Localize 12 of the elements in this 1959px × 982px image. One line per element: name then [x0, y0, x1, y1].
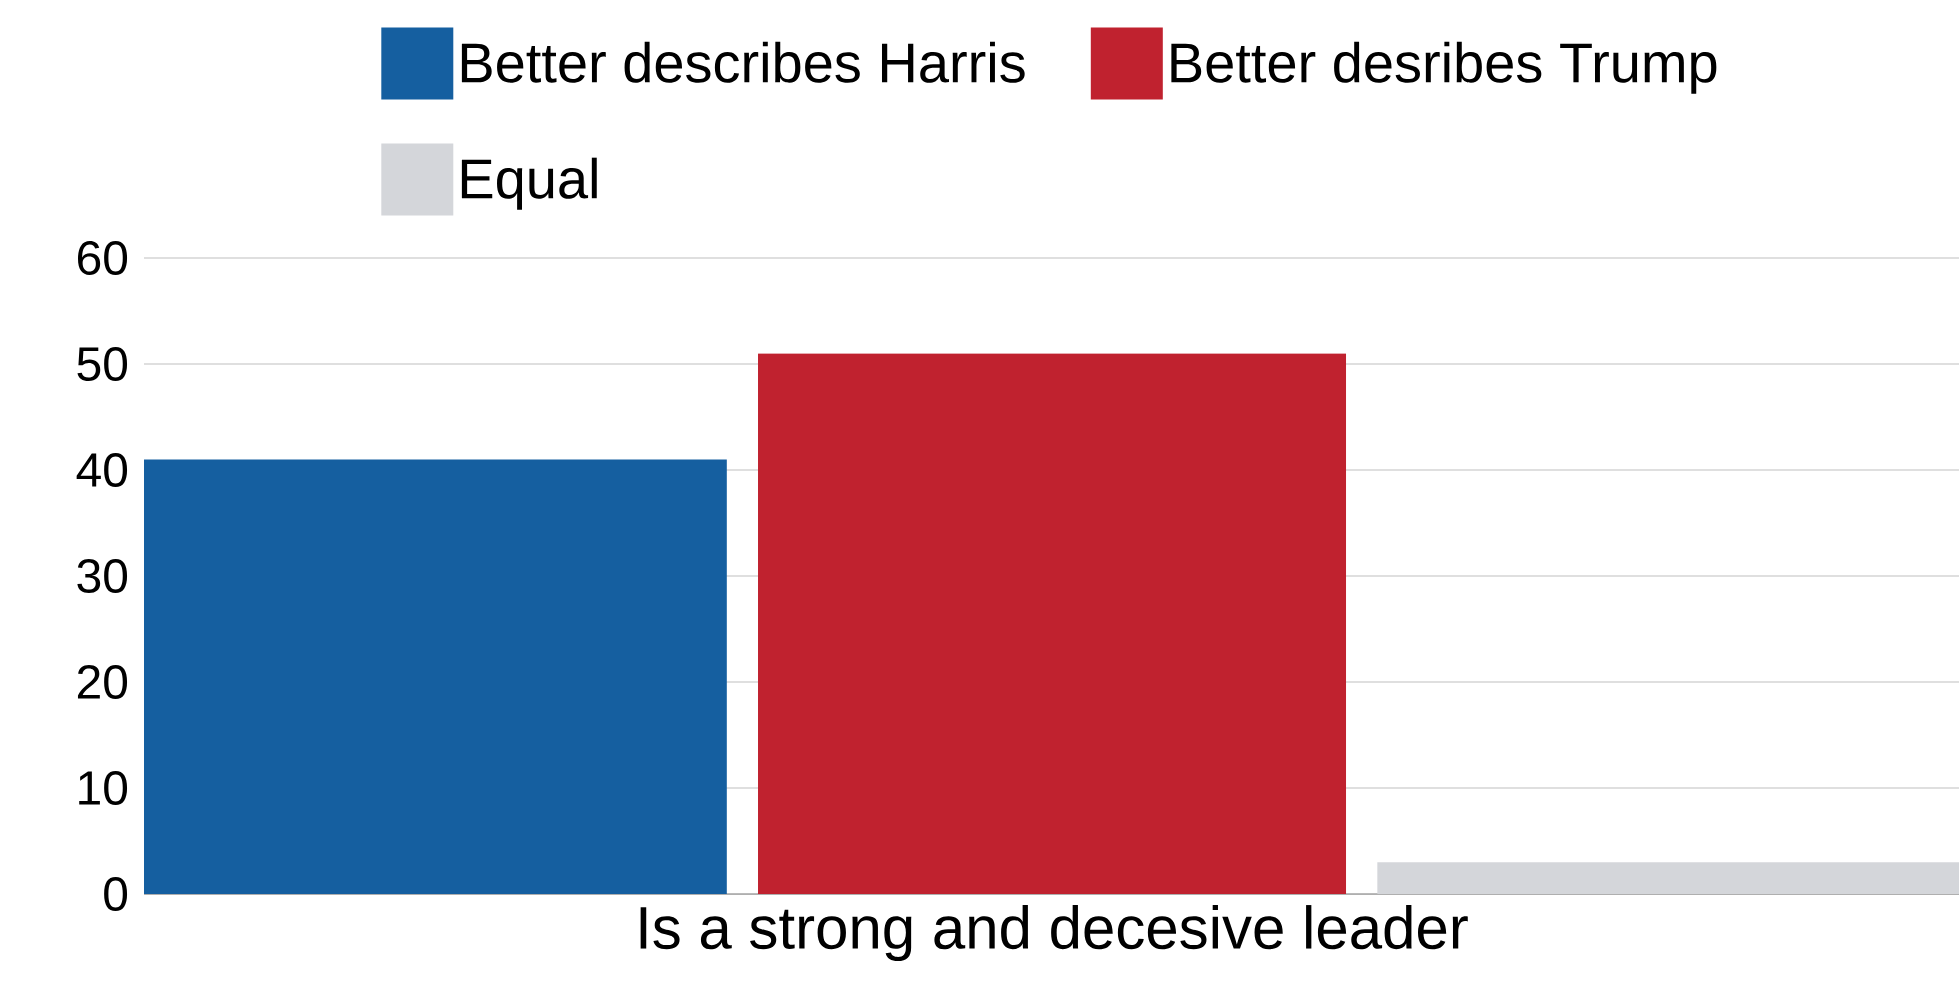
legend-label: Better describes Harris [461, 41, 1025, 83]
x-tick-label: Is a strong and decesive leader [640, 905, 1468, 961]
y-tick-label: 40 [76, 453, 128, 487]
y-tick-label: 0 [104, 877, 128, 911]
y-tick-label: 60 [78, 241, 128, 275]
y-tick-label: 20 [77, 665, 128, 699]
y-tick-label: 50 [77, 347, 128, 381]
legend-label: Better desribes Trump [1171, 41, 1717, 94]
legend-label: Equal [461, 157, 597, 210]
bar [758, 353, 1347, 894]
y-tick-label: 30 [77, 559, 128, 593]
y-tick-label: 10 [79, 771, 128, 805]
